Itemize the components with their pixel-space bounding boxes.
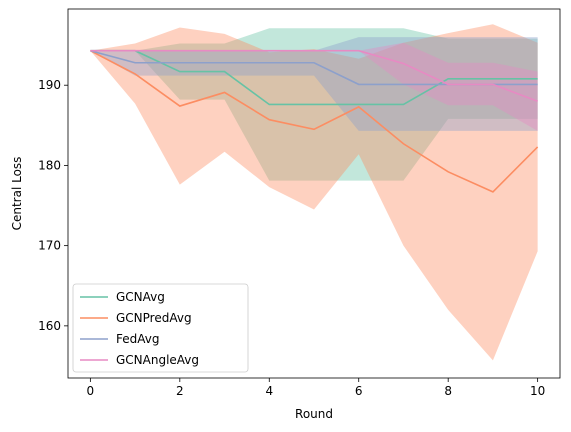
band-series-1 [90, 24, 538, 361]
legend-label-1: GCNPredAvg [116, 311, 192, 325]
x-tick-label: 2 [176, 384, 184, 398]
x-tick-label: 6 [355, 384, 363, 398]
plot-frame [67, 8, 561, 379]
line-series-0 [90, 49, 538, 106]
legend: GCNAvg GCNPredAvg FedAvg GCNAngleAvg [72, 283, 249, 373]
x-tick-label: 4 [265, 384, 273, 398]
series-lines [89, 49, 539, 193]
line-series-3 [90, 49, 538, 102]
x-tick-label: 10 [530, 384, 545, 398]
x-tick-label: 8 [444, 384, 452, 398]
y-tick-label: 180 [38, 158, 61, 172]
y-tick-label: 170 [38, 239, 61, 253]
legend-box [72, 283, 249, 373]
line-series-1 [89, 50, 539, 193]
x-tick-label: 0 [87, 384, 95, 398]
legend-label-3: GCNAngleAvg [116, 353, 199, 367]
x-axis-ticks: 0 2 4 6 8 10 [87, 378, 545, 398]
band-series-3 [90, 42, 538, 131]
y-axis-label: Central Loss [10, 157, 24, 231]
y-tick-label: 190 [38, 78, 61, 92]
legend-label-2: FedAvg [116, 332, 159, 346]
band-series-2 [90, 37, 538, 131]
x-axis-label: Round [295, 407, 333, 421]
y-tick-label: 160 [38, 319, 61, 333]
legend-label-0: GCNAvg [116, 290, 165, 304]
y-axis-ticks: 160 170 180 190 [38, 78, 68, 333]
